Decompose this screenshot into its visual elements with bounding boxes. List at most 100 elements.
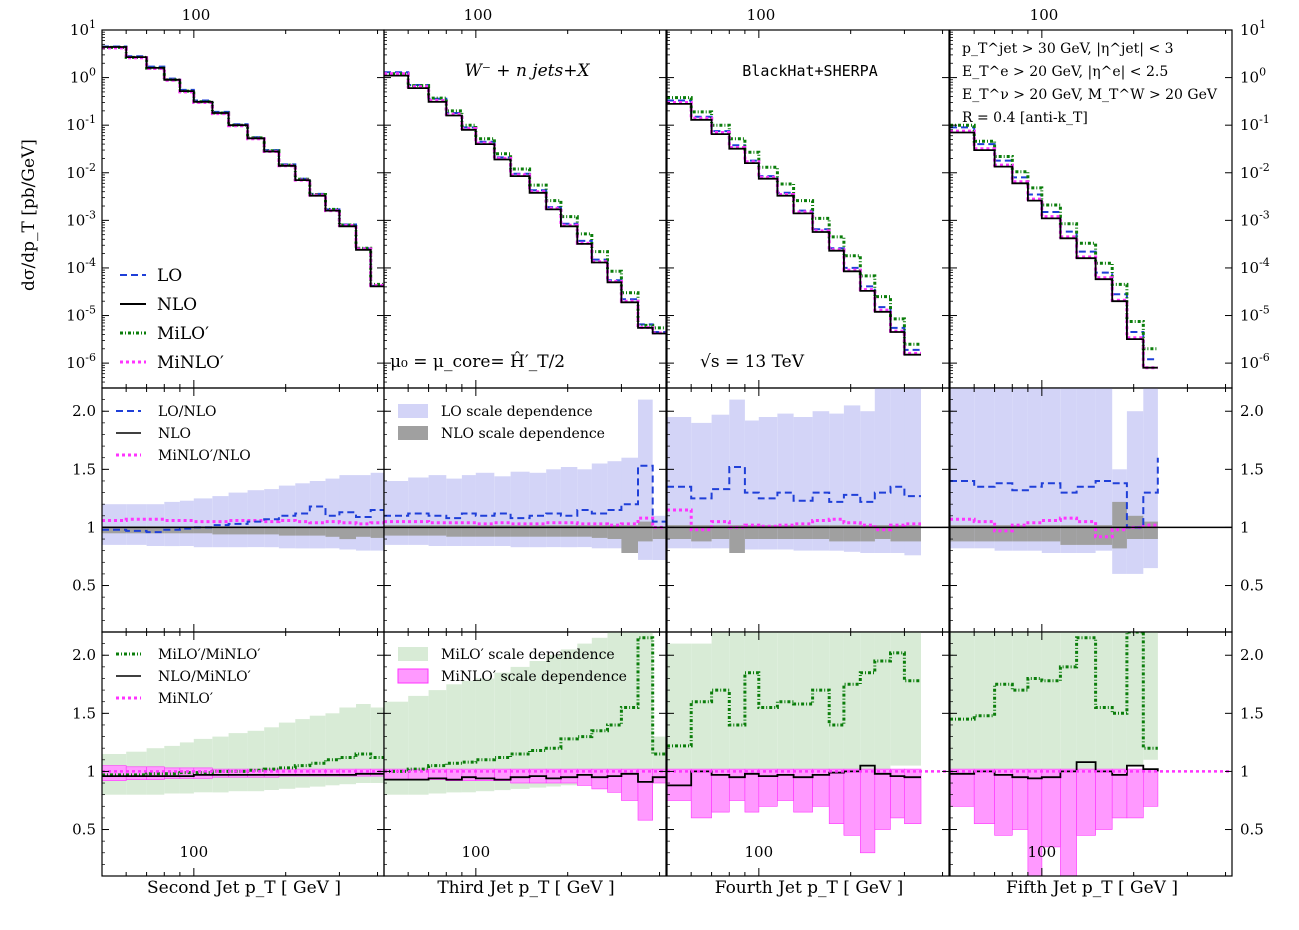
panel-top-third-jet-series-nlo: [384, 74, 666, 335]
legend-minlo-band-swatch: [397, 668, 429, 684]
panel-bottom-fourth-jet-minlo-band-bin: [777, 768, 794, 801]
panel-middle-second-jet: [101, 387, 385, 633]
y-tick-labels-right-middle: 0.5 1 1.5 2.0: [1240, 402, 1264, 594]
panel-bottom-second-jet-milo-band-bin: [247, 730, 265, 792]
panel-bottom-second-jet-milo-band-bin: [212, 736, 229, 793]
panel-middle-fourth-jet-lo-band-bin: [812, 411, 830, 551]
panel-bottom-third-jet-series-nlo-minlo: [384, 772, 666, 783]
panel-bottom-fourth-jet-minlo-band-bin: [828, 768, 845, 824]
panel-middle-second-jet-nlo-band-bin: [247, 526, 265, 535]
panel-bottom-fourth-jet-milo-band-bin: [874, 632, 891, 772]
panel-middle-third-jet: [383, 387, 667, 633]
panel-middle-fourth-jet-nlo-band-bin: [829, 525, 844, 542]
panel-middle-fourth-jet-nlo-band-bin: [904, 525, 921, 542]
panel-bottom-fifth-jet-milo-band-bin: [994, 632, 1013, 786]
panel-middle-fourth-jet-lo-band-bin: [711, 414, 730, 549]
panel-bottom-third-jet-milo-band-bin: [577, 643, 592, 785]
x-tick-label-second-jet: 100: [180, 843, 209, 861]
panel-bottom-third-jet-milo-band-bin: [461, 680, 476, 793]
y-tick-label-right: 1: [1240, 518, 1250, 536]
process-annotation: W⁻ + n jets+X: [464, 61, 590, 81]
top-tick-label-col1: 100: [182, 6, 211, 24]
panel-bottom-fourth-jet-milo-band-bin: [777, 632, 794, 783]
panel-bottom-fourth-jet-minlo-band-bin: [728, 768, 746, 801]
energy-annotation: √s = 13 TeV: [700, 352, 805, 372]
panel-middle-third-jet-nlo-band-bin: [621, 525, 638, 553]
panel-bottom-fifth-jet-milo-band-bin: [974, 632, 995, 786]
panel-top-second-jet-series-lo: [102, 45, 384, 287]
panel-middle-fifth-jet-lo-band-bin: [1076, 388, 1096, 553]
panel-bottom-third-jet-milo-band-bin: [475, 678, 495, 792]
panel-bottom-third-jet-milo-band-bin: [546, 655, 561, 787]
y-tick-label-left: 10-1: [66, 113, 96, 134]
y-tick-labels-right-bottom: 0.5 1 1.5 2.0: [1240, 646, 1264, 838]
panel-bottom-fourth-jet-milo-band-bin: [904, 632, 921, 766]
panel-middle-second-jet-series-lo-nlo: [102, 505, 384, 534]
legend-lo-nlo-label: LO/NLO: [158, 404, 217, 420]
panel-middle-second-jet-nlo-band-bin: [193, 526, 213, 534]
panel-middle-third-jet-nlo-band-bin: [461, 525, 476, 537]
panel-bottom-third-jet-milo-band-bin: [591, 637, 608, 783]
panel-grid: 101 100 10-1 10-2 10-3 10-4 10-5 10-6 101 100 10-1…: [66, 18, 1270, 877]
legend-bottom-bands: MiLO′ scale dependence MiNLO′ scale depe…: [397, 647, 627, 685]
panel-top-fourth-jet-series-nlo: [667, 103, 921, 356]
panel-middle-fourth-jet-lo-band-bin: [777, 413, 794, 550]
y-tick-label-right: 1.5: [1240, 704, 1264, 722]
panel-bottom-fourth-jet: [666, 631, 950, 877]
panel-middle-fourth-jet-lo-band-bin: [904, 388, 921, 556]
panel-top-fifth-jet-series-nlo: [950, 131, 1158, 369]
panel-bottom-third-jet-minlo-band-bin: [407, 768, 429, 780]
panel-middle-fourth-jet-lo-band-bin: [843, 405, 861, 552]
panel-bottom-fifth-jet-plot-area: [950, 632, 1232, 876]
panel-middle-second-jet-plot-area: [102, 472, 384, 551]
panel-middle-fifth-jet-lo-band-bin: [1027, 388, 1042, 551]
panel-middle-fifth-jet-nlo-band-bin: [1060, 525, 1077, 545]
x-tick-label-third-jet: 100: [462, 843, 491, 861]
panel-bottom-fifth-jet-minlo-band-bin: [1111, 768, 1128, 819]
y-tick-label-right: 2.0: [1240, 646, 1264, 664]
panel-middle-fifth-jet-nlo-band-bin: [1076, 525, 1096, 545]
panel-middle-fourth-jet-series-lo-nlo: [667, 466, 921, 503]
panel-middle-third-jet-nlo-band-bin: [560, 525, 578, 537]
panel-middle-fourth-jet-lo-band-bin: [744, 420, 759, 550]
panel-middle-fifth-jet-lo-band-bin: [950, 388, 975, 549]
y-tick-label-left: 1.5: [72, 460, 96, 478]
panel-bottom-fourth-jet-frame: [666, 631, 950, 877]
panel-middle-fifth-jet-nlo-band-bin: [1112, 501, 1127, 549]
legend-milo-band-swatch: [398, 647, 428, 661]
x-axis-label-fourth-jet: Fourth Jet p_T [ GeV ]: [715, 878, 904, 898]
panel-middle-third-jet-nlo-band-bin: [529, 525, 547, 537]
legend-minlo-label: MiNLO′: [158, 691, 213, 707]
panel-middle-second-jet-nlo-band-bin: [339, 526, 356, 540]
y-tick-label-right: 2.0: [1240, 402, 1264, 420]
panel-middle-third-jet-nlo-band-bin: [408, 525, 429, 536]
panel-bottom-fifth-jet-series-milo-minlo: [950, 632, 1158, 750]
panel-bottom-fourth-jet-milo-band-bin: [711, 632, 730, 781]
panel-bottom-third-jet-milo-band-bin: [652, 736, 666, 778]
panel-middle-fourth-jet-series-minlo-nlo: [667, 508, 921, 532]
panel-middle-second-jet-lo-band-bin: [164, 501, 180, 547]
panel-middle-second-jet-lo-band-bin: [146, 504, 165, 546]
panel-bottom-third-jet-minlo-band-bin: [560, 768, 578, 784]
panel-middle-fifth-jet-lo-band-bin: [994, 388, 1013, 551]
panel-bottom-fifth-jet-minlo-band-bin: [1126, 768, 1144, 819]
panel-middle-third-jet-nlo-band-bin: [652, 527, 666, 539]
panel-middle-fourth-jet-nlo-band-bin: [744, 525, 759, 539]
panel-bottom-second-jet-minlo-band-bin: [370, 768, 384, 777]
panel-top-fourth-jet-series-lo: [667, 99, 921, 351]
panel-middle-third-jet-nlo-band-bin: [546, 525, 561, 537]
panel-bottom-fourth-jet-plot-area: [667, 632, 949, 854]
y-tick-labels-middle: 0.5 1 1.5 2.0: [72, 402, 96, 594]
top-tick-label-col4: 100: [1030, 6, 1059, 24]
x-axis-label-fifth-jet: Fifth Jet p_T [ GeV ]: [1006, 878, 1178, 898]
panel-bottom-second-jet-minlo-band-bin: [102, 765, 127, 781]
panel-middle-fourth-jet-lo-band-bin: [829, 413, 844, 551]
panel-bottom-fifth-jet-milo-band-bin: [950, 632, 975, 786]
panel-bottom-third-jet-milo-band-bin: [638, 632, 653, 778]
panel-middle-second-jet-nlo-band-bin: [146, 526, 165, 534]
y-tick-label-left: 2.0: [72, 402, 96, 420]
cut-neutrino: E_T^ν > 20 GeV, M_T^W > 20 GeV: [962, 87, 1218, 103]
panel-bottom-fifth-jet-milo-band-bin: [1012, 632, 1028, 786]
panel-middle-second-jet-lo-band-bin: [278, 485, 296, 549]
